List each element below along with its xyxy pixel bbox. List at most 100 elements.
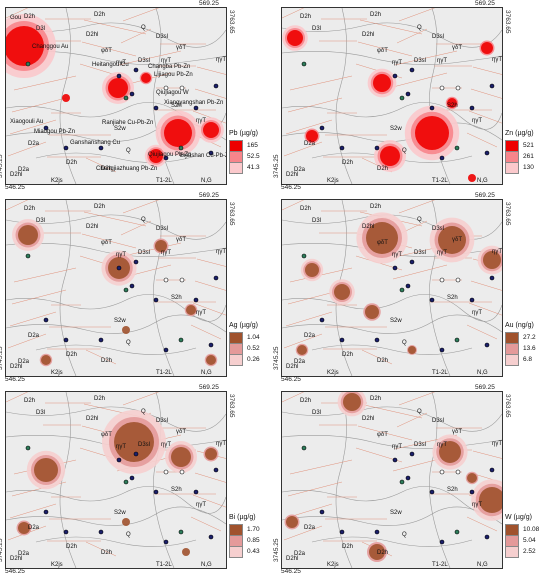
deposit-point bbox=[439, 155, 445, 161]
deposit-point bbox=[179, 469, 185, 475]
geologic-contact bbox=[153, 200, 175, 376]
deposit-point bbox=[454, 529, 460, 535]
geology-unit-label: S2h bbox=[447, 295, 458, 301]
fault-line bbox=[190, 324, 222, 340]
deposit-name-label: Ranjiahe Cu-Pb-Zn bbox=[102, 120, 154, 126]
geology-unit-label: S2h bbox=[171, 487, 182, 493]
geology-unit-label: S2w bbox=[114, 510, 126, 516]
geology-unit-label: Q bbox=[141, 409, 146, 415]
geology-unit-label: ηγT bbox=[116, 444, 127, 450]
geology-unit-label: D2a bbox=[304, 141, 316, 147]
deposit-point bbox=[116, 73, 122, 79]
geology-unit-label: T1-2L bbox=[432, 370, 448, 376]
legend-swatch bbox=[229, 353, 243, 366]
legend-swatch bbox=[505, 353, 519, 366]
geology-unit-label: D3sl bbox=[156, 34, 169, 40]
geology-unit-label: D2h bbox=[66, 352, 78, 358]
geology-unit-label: S2h bbox=[171, 103, 182, 109]
deposit-point bbox=[439, 85, 445, 91]
legend-row: 41.3 bbox=[229, 161, 273, 174]
geology-unit-label: D2h bbox=[94, 12, 106, 18]
fault-line bbox=[472, 450, 502, 459]
fault-line bbox=[282, 392, 305, 403]
geochem-anomaly bbox=[297, 345, 307, 355]
geology-unit-label: S2h bbox=[447, 103, 458, 109]
geology-unit-label: D2hl bbox=[86, 32, 99, 38]
geology-unit-label: φδT bbox=[377, 48, 388, 54]
geology-unit-label: φδT bbox=[101, 48, 112, 54]
geochem-anomaly bbox=[438, 226, 466, 254]
legend-title: Pb (µg/g) bbox=[229, 130, 258, 137]
geology-unit-label: N,G bbox=[201, 562, 212, 568]
geology-unit-label: D3sl bbox=[432, 418, 445, 424]
fault-line bbox=[194, 472, 226, 483]
coord-y-top: 3763.65 bbox=[228, 202, 235, 226]
geologic-contact bbox=[35, 152, 197, 163]
geology-unit-label: ηγT bbox=[161, 442, 172, 448]
geology-unit-label: T1-2L bbox=[432, 562, 448, 568]
deposit-point bbox=[429, 297, 435, 303]
geology-unit-label: γδT bbox=[176, 45, 187, 51]
legend-value: 41.3 bbox=[247, 164, 260, 171]
geochem-anomaly bbox=[41, 355, 51, 365]
geology-unit-label: ηγT bbox=[392, 60, 403, 66]
geology-unit-label: Q bbox=[417, 217, 422, 223]
geologic-contact bbox=[6, 294, 226, 322]
deposit-point bbox=[213, 467, 219, 473]
geology-unit-label: D2hl bbox=[286, 364, 299, 370]
deposit-point bbox=[133, 67, 139, 73]
geochem-anomaly bbox=[365, 305, 379, 319]
geochem-anomaly bbox=[305, 263, 319, 277]
geology-unit-label: γδT bbox=[176, 429, 187, 435]
deposit-point bbox=[178, 337, 184, 343]
geology-unit-label: γδT bbox=[452, 45, 463, 51]
legend: Pb (µg/g) 165 52.5 41.3 bbox=[229, 130, 273, 174]
geology-unit-label: S2w bbox=[390, 510, 402, 516]
deposit-point bbox=[123, 95, 129, 101]
map-panel-w: D2h D2h D3l D2hl D3sl Q D3sl φδT ηγT γδT ηγT ηγT S2w… bbox=[273, 384, 550, 575]
legend-row: 6.8 bbox=[505, 353, 549, 366]
fault-line bbox=[9, 311, 57, 327]
fault-line bbox=[470, 280, 502, 291]
geology-unit-label: ηγT bbox=[216, 57, 227, 63]
geochem-anomaly bbox=[182, 548, 190, 556]
fault-line bbox=[192, 302, 226, 316]
geologic-contact bbox=[282, 22, 502, 48]
geology-unit-label: D2h bbox=[94, 396, 106, 402]
geology-unit-label: N,G bbox=[201, 370, 212, 376]
fault-line bbox=[398, 392, 436, 406]
deposit-point bbox=[163, 85, 169, 91]
fault-line bbox=[85, 349, 117, 365]
legend-value: 521 bbox=[523, 142, 534, 149]
geology-unit-label: D2a bbox=[18, 551, 30, 557]
geology-unit-label: ηγT bbox=[392, 252, 403, 258]
fault-line bbox=[282, 200, 305, 211]
deposit-point bbox=[193, 489, 199, 495]
map-panel-bi: D2h D2h D3l D2hl D3sl Q D3sl φδT ηγT γδT ηγT ηγT S2w… bbox=[0, 384, 275, 575]
deposit-point bbox=[178, 529, 184, 535]
deposit-point bbox=[409, 67, 415, 73]
fault-line bbox=[83, 211, 147, 227]
fault-line bbox=[287, 97, 343, 113]
geology-unit-label: D2hl bbox=[86, 416, 99, 422]
deposit-name-label: Xiaogouli Au bbox=[10, 119, 44, 125]
fault-line bbox=[85, 157, 117, 173]
deposit-point bbox=[454, 145, 460, 151]
geologic-contact bbox=[311, 536, 473, 547]
geochem-anomaly bbox=[164, 119, 192, 147]
geologic-contact bbox=[59, 200, 77, 376]
deposit-name-label: Ganshanshang Cu bbox=[70, 140, 121, 146]
legend-row: 13.6 bbox=[505, 342, 549, 355]
legend: W (µg/g) 10.08 5.04 2.52 bbox=[505, 514, 549, 558]
geochem-anomaly bbox=[18, 522, 30, 534]
fault-line bbox=[285, 119, 333, 135]
geology-unit-label: φδT bbox=[101, 432, 112, 438]
deposit-point bbox=[301, 253, 307, 259]
geologic-contact bbox=[282, 51, 502, 65]
map-panel-au: D2h D2h D3l D2hl D3sl Q D3sl φδT ηγT γδT ηγT ηγT S2w… bbox=[273, 192, 550, 383]
geology-unit-label: T1-2L bbox=[156, 178, 172, 184]
geochem-anomaly bbox=[155, 240, 167, 252]
geology-unit-label: φδT bbox=[377, 240, 388, 246]
geology-unit-label: ηγT bbox=[472, 502, 483, 508]
geochem-anomaly bbox=[206, 355, 216, 365]
